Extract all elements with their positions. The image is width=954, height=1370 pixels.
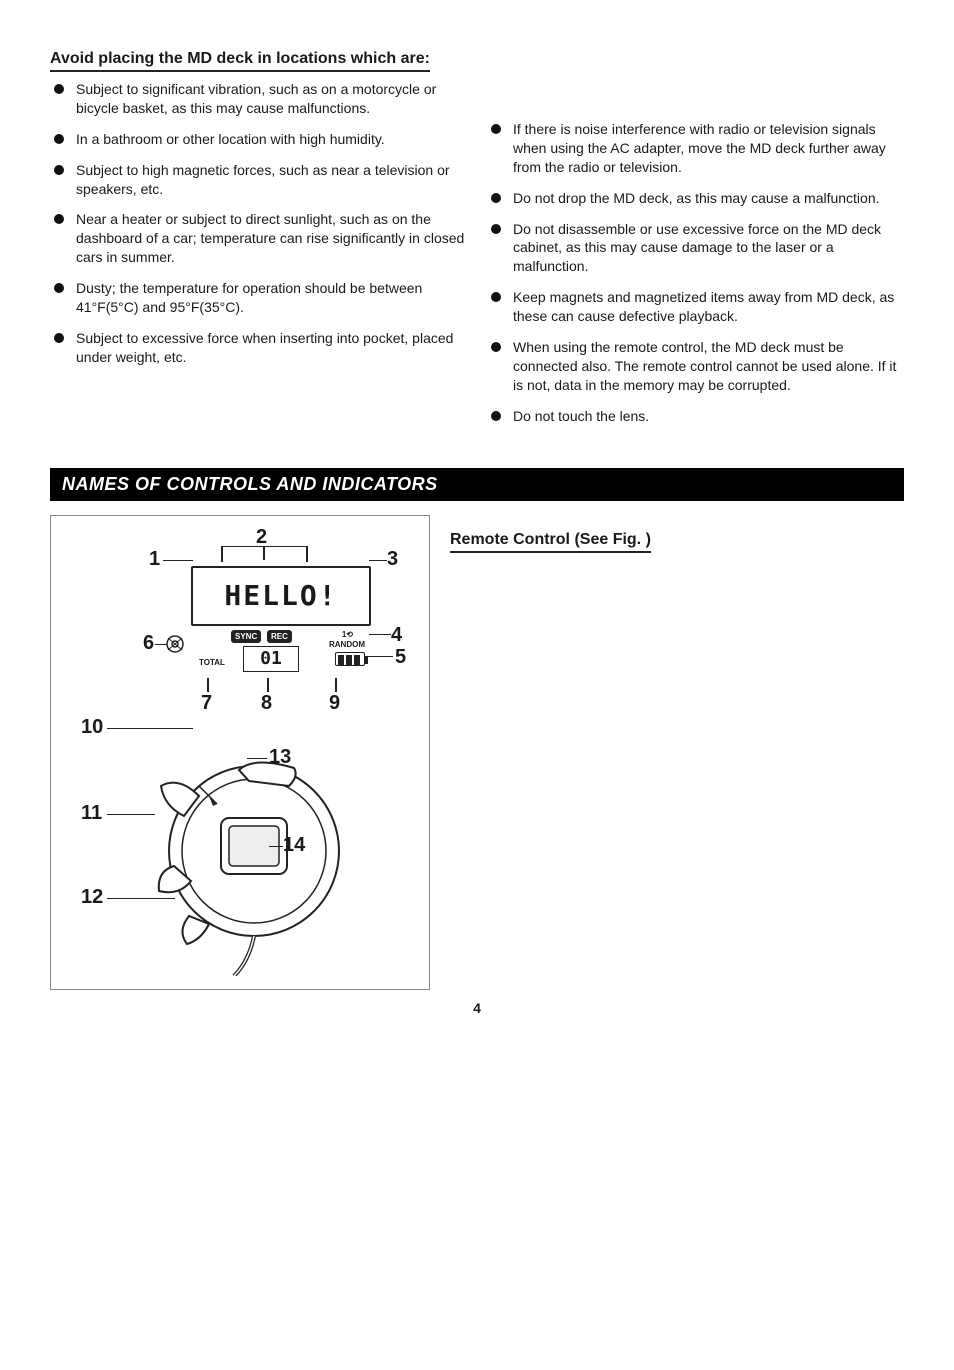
list-item: Subject to excessive force when insertin… xyxy=(50,329,467,367)
right-bullet-list: If there is noise interference with radi… xyxy=(487,120,904,426)
lcd-status-row: SYNC REC 1⟲ RANDOM TOTAL 01 xyxy=(191,630,371,676)
callout-14: 14 xyxy=(283,834,305,857)
callout-9: 9 xyxy=(329,692,340,715)
sync-indicator: SYNC xyxy=(231,630,261,643)
rec-indicator: REC xyxy=(267,630,292,643)
lcd-panel: HELLO! SYNC REC 1⟲ RANDOM TOTAL 01 xyxy=(191,556,371,686)
track-number-display: 01 xyxy=(243,646,299,672)
list-item: If there is noise interference with radi… xyxy=(487,120,904,177)
list-item: Do not disassemble or use excessive forc… xyxy=(487,220,904,277)
right-column: If there is noise interference with radi… xyxy=(487,50,904,438)
list-item: Near a heater or subject to direct sunli… xyxy=(50,210,467,267)
callout-6: 6 xyxy=(143,632,154,655)
callout-4: 4 xyxy=(391,624,402,647)
callout-12: 12 xyxy=(81,886,103,909)
page-number: 4 xyxy=(50,1000,904,1016)
callout-3: 3 xyxy=(387,548,398,571)
random-indicator: RANDOM xyxy=(329,640,365,649)
list-item: Do not drop the MD deck, as this may cau… xyxy=(487,189,904,208)
lcd-main-display: HELLO! xyxy=(191,566,371,626)
disc-icon xyxy=(165,634,185,654)
repeat-1-indicator: 1⟲ xyxy=(342,630,353,639)
battery-icon xyxy=(335,652,365,666)
list-item: Dusty; the temperature for operation sho… xyxy=(50,279,467,317)
list-item: When using the remote control, the MD de… xyxy=(487,338,904,395)
left-heading: Avoid placing the MD deck in locations w… xyxy=(50,50,430,72)
list-item: Keep magnets and magnetized items away f… xyxy=(487,288,904,326)
section-title-bar: NAMES OF CONTROLS AND INDICATORS xyxy=(50,468,904,501)
callout-11: 11 xyxy=(81,802,102,825)
remote-heading-block: Remote Control (See Fig. ) xyxy=(450,515,904,561)
remote-heading: Remote Control (See Fig. ) xyxy=(450,531,651,553)
callout-8: 8 xyxy=(261,692,272,715)
list-item: Subject to high magnetic forces, such as… xyxy=(50,161,467,199)
callout-7: 7 xyxy=(201,692,212,715)
left-column: Avoid placing the MD deck in locations w… xyxy=(50,50,467,438)
controls-diagram: HELLO! SYNC REC 1⟲ RANDOM TOTAL 01 xyxy=(50,515,430,990)
callout-10: 10 xyxy=(81,716,103,739)
callout-13: 13 xyxy=(269,746,291,769)
left-bullet-list: Subject to significant vibration, such a… xyxy=(50,80,467,367)
list-item: Do not touch the lens. xyxy=(487,407,904,426)
list-item: Subject to significant vibration, such a… xyxy=(50,80,467,118)
callout-5: 5 xyxy=(395,646,406,669)
total-indicator: TOTAL xyxy=(199,658,225,667)
list-item: In a bathroom or other location with hig… xyxy=(50,130,467,149)
callout-1: 1 xyxy=(149,548,160,571)
remote-body xyxy=(139,726,359,976)
